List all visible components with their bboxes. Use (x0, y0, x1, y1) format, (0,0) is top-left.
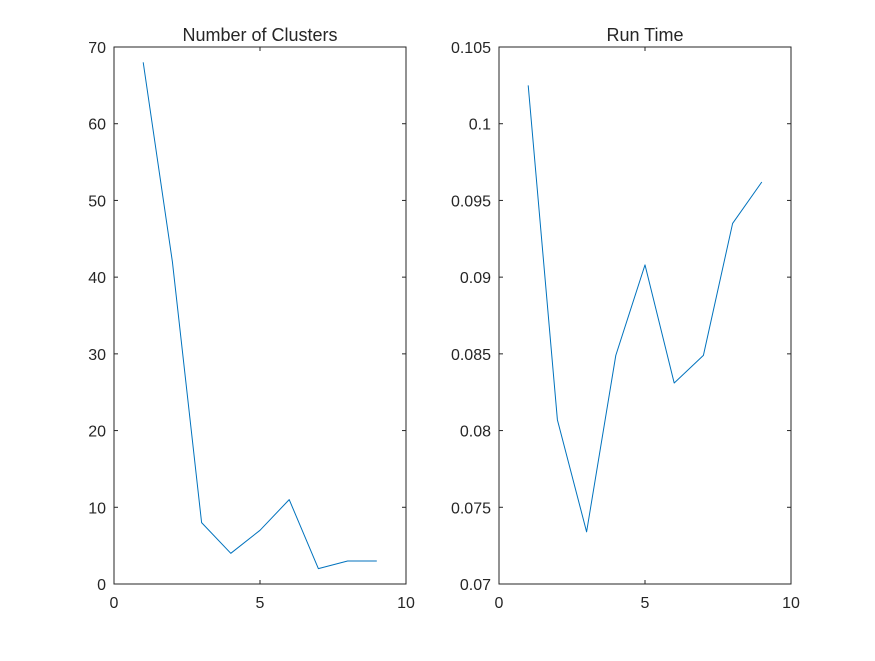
y-tick-label: 0.105 (451, 40, 491, 57)
y-tick-label: 20 (88, 424, 106, 441)
y-tick-label: 60 (88, 117, 106, 134)
y-tick-label: 50 (88, 193, 106, 210)
y-tick-label: 0.095 (451, 193, 491, 210)
chart-title: Number of Clusters (182, 25, 337, 45)
y-tick-label: 0.09 (460, 270, 491, 287)
x-tick-label: 5 (256, 595, 265, 612)
subplot-number-of-clusters: Number of Clusters 0 5 10 0 10 20 30 40 50 60 70 (88, 25, 415, 612)
y-tick-label: 40 (88, 270, 106, 287)
subplot-run-time: Run Time 0 5 10 0.07 0.075 0.08 0.085 0.09 0.095 0… (451, 25, 800, 612)
chart-title: Run Time (606, 25, 683, 45)
y-tick-label: 70 (88, 40, 106, 57)
x-tick-label: 0 (495, 595, 504, 612)
x-tick-label: 10 (782, 595, 800, 612)
axes-box (498, 46, 792, 585)
x-tick-label: 10 (397, 595, 415, 612)
axes-box (113, 46, 407, 585)
y-tick-label: 0.08 (460, 424, 491, 441)
series-line (142, 62, 377, 570)
x-tick-label: 0 (110, 595, 119, 612)
y-tick-label: 0.1 (469, 117, 491, 134)
series-line (527, 85, 763, 533)
y-tick-label: 0 (97, 577, 106, 594)
x-tick-label: 5 (641, 595, 650, 612)
y-tick-label: 0.085 (451, 347, 491, 364)
y-tick-label: 0.075 (451, 500, 491, 517)
y-tick-label: 10 (88, 500, 106, 517)
y-tick-label: 30 (88, 347, 106, 364)
y-tick-label: 0.07 (460, 577, 491, 594)
